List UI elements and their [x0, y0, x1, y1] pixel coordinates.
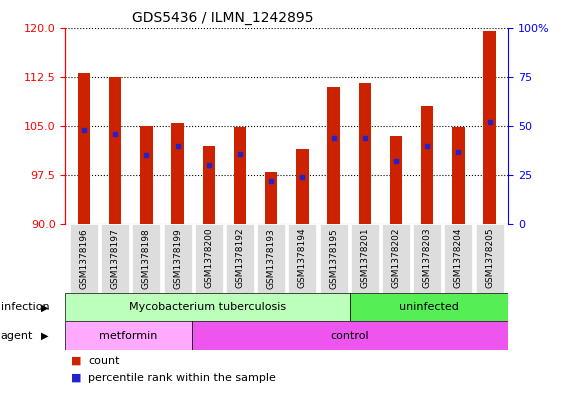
Text: GSM1378195: GSM1378195	[329, 228, 338, 288]
Bar	[390, 136, 402, 224]
Text: GSM1378202: GSM1378202	[391, 228, 400, 288]
Text: percentile rank within the sample: percentile rank within the sample	[88, 373, 276, 383]
FancyBboxPatch shape	[257, 224, 285, 293]
Text: metformin: metformin	[99, 331, 158, 341]
Text: ■: ■	[71, 373, 81, 383]
Text: control: control	[331, 331, 369, 341]
FancyBboxPatch shape	[350, 293, 508, 321]
FancyBboxPatch shape	[70, 224, 98, 293]
Text: GSM1378199: GSM1378199	[173, 228, 182, 288]
Text: GSM1378204: GSM1378204	[454, 228, 463, 288]
Bar	[140, 126, 153, 224]
Text: ▶: ▶	[41, 331, 48, 341]
Text: GSM1378200: GSM1378200	[204, 228, 214, 288]
Bar	[265, 172, 278, 224]
Bar	[483, 31, 496, 224]
Text: GSM1378194: GSM1378194	[298, 228, 307, 288]
Text: count: count	[88, 356, 119, 366]
Bar	[358, 83, 371, 224]
FancyBboxPatch shape	[195, 224, 223, 293]
Text: GSM1378196: GSM1378196	[80, 228, 89, 288]
FancyBboxPatch shape	[65, 321, 192, 350]
Text: GSM1378205: GSM1378205	[485, 228, 494, 288]
Text: GSM1378197: GSM1378197	[111, 228, 120, 288]
FancyBboxPatch shape	[65, 293, 350, 321]
FancyBboxPatch shape	[101, 224, 130, 293]
FancyBboxPatch shape	[164, 224, 191, 293]
Text: uninfected: uninfected	[399, 302, 459, 312]
Text: GSM1378198: GSM1378198	[142, 228, 151, 288]
Text: GSM1378192: GSM1378192	[236, 228, 245, 288]
Bar	[327, 86, 340, 224]
Bar	[203, 146, 215, 224]
Text: GSM1378201: GSM1378201	[360, 228, 369, 288]
FancyBboxPatch shape	[320, 224, 348, 293]
FancyBboxPatch shape	[475, 224, 504, 293]
Text: GSM1378193: GSM1378193	[267, 228, 275, 288]
Text: infection: infection	[1, 302, 49, 312]
Bar	[421, 106, 433, 224]
FancyBboxPatch shape	[226, 224, 254, 293]
Bar	[452, 127, 465, 224]
Text: GSM1378203: GSM1378203	[423, 228, 432, 288]
Bar	[78, 73, 90, 224]
FancyBboxPatch shape	[351, 224, 379, 293]
FancyBboxPatch shape	[382, 224, 410, 293]
Bar	[296, 149, 308, 224]
Bar	[172, 123, 184, 224]
Text: ■: ■	[71, 356, 81, 366]
Text: agent: agent	[1, 331, 33, 341]
FancyBboxPatch shape	[192, 321, 508, 350]
Text: Mycobacterium tuberculosis: Mycobacterium tuberculosis	[129, 302, 286, 312]
FancyBboxPatch shape	[413, 224, 441, 293]
Bar	[234, 127, 247, 224]
FancyBboxPatch shape	[444, 224, 473, 293]
FancyBboxPatch shape	[132, 224, 161, 293]
FancyBboxPatch shape	[289, 224, 316, 293]
Bar	[109, 77, 122, 224]
Text: ▶: ▶	[41, 302, 48, 312]
Text: GDS5436 / ILMN_1242895: GDS5436 / ILMN_1242895	[132, 11, 314, 25]
